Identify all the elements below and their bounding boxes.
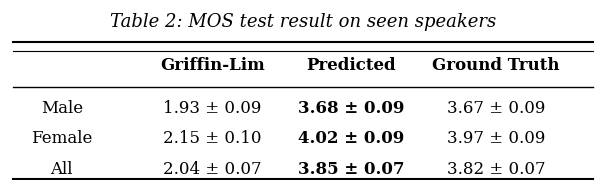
Text: All: All	[50, 161, 73, 178]
Text: 3.97 ± 0.09: 3.97 ± 0.09	[447, 130, 545, 147]
Text: Predicted: Predicted	[307, 57, 396, 74]
Text: Male: Male	[41, 100, 83, 117]
Text: Female: Female	[31, 130, 92, 147]
Text: 3.82 ± 0.07: 3.82 ± 0.07	[447, 161, 545, 178]
Text: 4.02 ± 0.09: 4.02 ± 0.09	[298, 130, 404, 147]
Text: 1.93 ± 0.09: 1.93 ± 0.09	[164, 100, 262, 117]
Text: Griffin-Lim: Griffin-Lim	[160, 57, 265, 74]
Text: Ground Truth: Ground Truth	[432, 57, 560, 74]
Text: 3.68 ± 0.09: 3.68 ± 0.09	[298, 100, 404, 117]
Text: 2.04 ± 0.07: 2.04 ± 0.07	[163, 161, 262, 178]
Text: 3.67 ± 0.09: 3.67 ± 0.09	[447, 100, 545, 117]
Text: Table 2: MOS test result on seen speakers: Table 2: MOS test result on seen speaker…	[110, 13, 496, 31]
Text: 2.15 ± 0.10: 2.15 ± 0.10	[163, 130, 262, 147]
Text: 3.85 ± 0.07: 3.85 ± 0.07	[298, 161, 405, 178]
